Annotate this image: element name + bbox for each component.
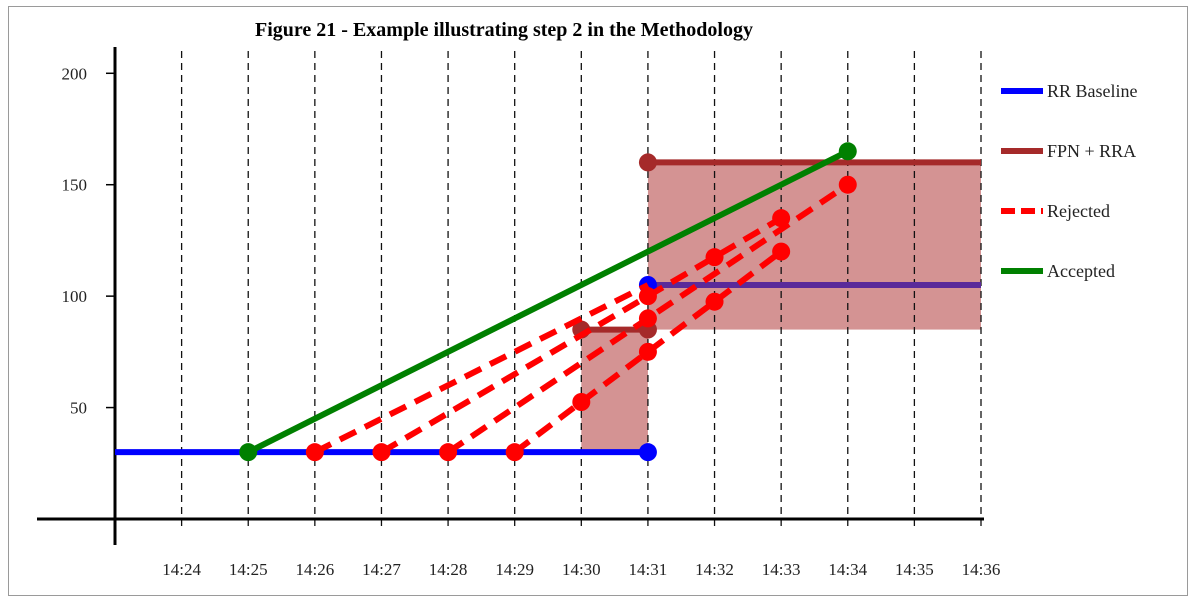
regions-layer <box>581 162 981 453</box>
shaded-region-2 <box>647 162 981 330</box>
accepted-point <box>239 443 258 462</box>
y-tick-label: 200 <box>62 64 88 83</box>
y-tick-label: 150 <box>62 176 88 195</box>
accepted-line-1 <box>246 148 850 455</box>
x-tick-label: 14:34 <box>828 560 867 579</box>
legend-label-accepted: Accepted <box>1047 261 1115 281</box>
rejected-point <box>705 292 724 311</box>
series-accepted <box>239 142 857 462</box>
rr-baseline-point <box>638 443 657 462</box>
x-tick-label: 14:24 <box>162 560 201 579</box>
accepted-point <box>838 142 857 161</box>
x-tick-label: 14:26 <box>295 560 334 579</box>
rejected-point <box>772 242 791 261</box>
y-tick-label: 50 <box>70 399 87 418</box>
rejected-point <box>638 287 657 306</box>
x-tick-label: 14:25 <box>229 560 268 579</box>
axes-layer: 14:24 14:25 14:26 14:27 14:28 14:29 14:30 14:31… <box>37 47 1000 579</box>
rejected-point <box>572 393 591 411</box>
rejected-point <box>439 443 458 462</box>
legend-label-fpn-rra: FPN + RRA <box>1047 141 1136 161</box>
x-tick-label: 14:36 <box>962 560 1001 579</box>
x-tick-label: 14:35 <box>895 560 934 579</box>
figure-frame: Figure 21 - Example illustrating step 2 … <box>8 6 1188 596</box>
rejected-point <box>638 309 657 328</box>
rejected-point <box>505 443 524 462</box>
rejected-point <box>638 342 657 361</box>
rejected-line-2 <box>379 215 783 455</box>
rejected-point <box>772 209 791 228</box>
legend-label-rejected: Rejected <box>1047 201 1110 221</box>
x-tick-label: 14:32 <box>695 560 734 579</box>
legend-label-rr-baseline: RR Baseline <box>1047 81 1138 101</box>
x-tick-label: 14:30 <box>562 560 601 579</box>
chart-title: Figure 21 - Example illustrating step 2 … <box>255 19 753 41</box>
rejected-point <box>705 248 724 267</box>
fpn-rra-point <box>638 153 657 172</box>
x-tick-label: 14:28 <box>429 560 468 579</box>
x-tick-label: 14:31 <box>629 560 668 579</box>
x-tick-label: 14:29 <box>495 560 534 579</box>
chart-canvas: Figure 21 - Example illustrating step 2 … <box>9 7 1187 595</box>
y-tick-label: 100 <box>62 287 88 306</box>
legend: RR Baseline FPN + RRA Rejected Accepted <box>1001 81 1138 281</box>
rejected-point <box>838 175 857 194</box>
chart-background <box>9 7 1187 595</box>
rejected-line-1 <box>313 282 650 455</box>
x-tick-label: 14:33 <box>762 560 801 579</box>
series-layer <box>115 142 981 462</box>
rejected-point <box>305 443 324 462</box>
series-rejected <box>305 175 857 462</box>
rejected-point <box>372 443 391 462</box>
x-tick-label: 14:27 <box>362 560 401 579</box>
